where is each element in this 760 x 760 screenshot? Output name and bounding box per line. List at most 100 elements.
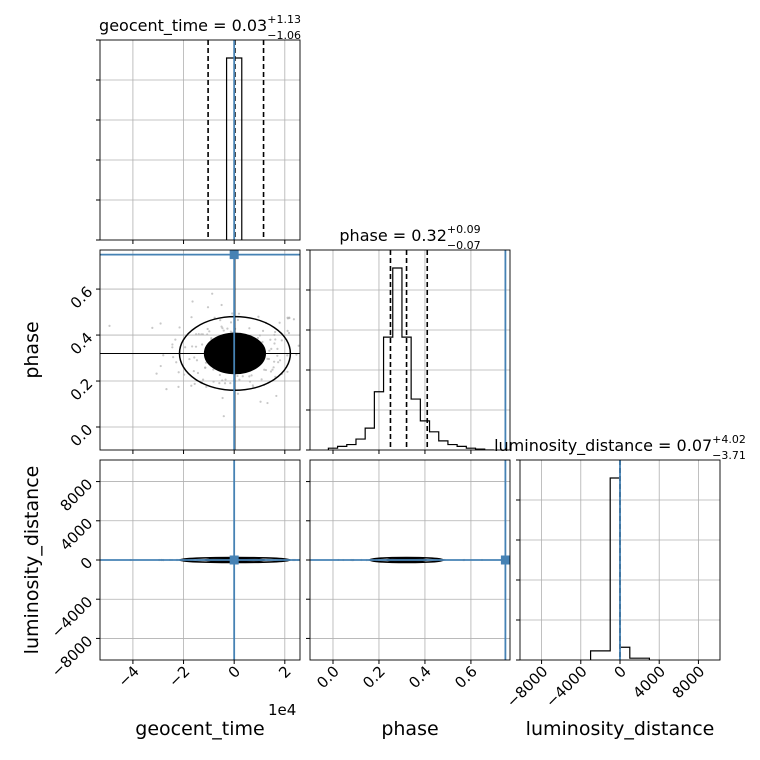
truth-marker: [500, 555, 510, 565]
sample-point: [257, 315, 260, 318]
sample-point: [274, 330, 277, 334]
sample-point: [259, 400, 262, 403]
sample-point: [269, 370, 273, 373]
x-tick-label: 0: [610, 662, 629, 681]
samples-geocent_time-vs-phase: [100, 250, 304, 450]
sample-point: [276, 347, 279, 350]
truth-marker: [229, 250, 239, 260]
sample-point: [219, 319, 222, 322]
sample-point: [151, 326, 154, 329]
sample-point: [275, 394, 278, 398]
sample-point: [278, 321, 281, 324]
sample-point: [220, 303, 223, 307]
sample-point: [286, 354, 289, 357]
y-tick-label: 0.2: [67, 375, 97, 405]
y-tick-labels-phase: 0.0 0.2 0.4 0.6: [67, 283, 97, 451]
x-tick-label: 8000: [669, 662, 709, 702]
panel-geocent_time-hist: geocent_time = 0.03+1.13 −1.06: [96, 13, 301, 244]
sample-point: [301, 559, 303, 561]
y-tick-label: 8000: [57, 475, 97, 515]
title-minus: −3.71: [712, 449, 746, 462]
x-tick-label: 0.6: [451, 662, 481, 692]
histogram-phase: [327, 267, 494, 450]
panel-frame: [309, 249, 511, 451]
x-tick-label: −4000: [542, 662, 591, 711]
sample-point: [266, 401, 269, 405]
sample-point: [188, 357, 191, 361]
sample-point: [229, 382, 232, 385]
y-tick-label: 0.4: [67, 329, 97, 359]
sample-point: [200, 333, 203, 336]
sample-point: [229, 321, 233, 324]
sample-point: [177, 371, 180, 374]
sample-point: [218, 373, 221, 377]
sample-point: [193, 382, 196, 385]
sample-point: [272, 366, 275, 369]
sample-point: [287, 331, 291, 335]
sample-point: [205, 385, 208, 388]
x-axis-label-luminosity_distance: luminosity_distance: [526, 718, 715, 740]
x-tick-label: 2: [275, 662, 294, 681]
sample-point: [276, 354, 279, 357]
sample-point: [237, 312, 241, 315]
sample-point: [274, 375, 277, 378]
panel-geocent_time-vs-luminosity_distance: [96, 459, 303, 664]
y-tick-label: 0.0: [67, 421, 97, 451]
x-axis-label-geocent_time: geocent_time: [135, 718, 264, 740]
sample-point: [204, 366, 207, 369]
sample-point: [192, 369, 195, 373]
sample-point: [206, 306, 210, 309]
sample-point: [263, 368, 266, 371]
sample-point: [251, 384, 254, 387]
y-tick-label: −8000: [48, 632, 97, 681]
sample-point: [171, 346, 174, 349]
sample-point: [196, 371, 200, 375]
sample-point: [159, 364, 162, 368]
title-value: 0.32: [411, 226, 447, 245]
sample-point: [273, 342, 276, 345]
panel-phase-vs-luminosity_distance: [306, 459, 511, 664]
sample-point: [190, 316, 193, 319]
sample-point: [201, 333, 204, 336]
sample-point: [292, 318, 295, 321]
sample-point: [182, 373, 186, 376]
title-minus: −0.07: [447, 239, 481, 252]
sample-point: [286, 370, 289, 373]
y-tick-label: 4000: [57, 514, 97, 554]
title-plus: +4.02: [712, 433, 746, 446]
sample-point: [212, 380, 215, 383]
sample-point: [236, 318, 240, 322]
sample-point: [220, 325, 223, 328]
sample-point: [194, 345, 198, 348]
sample-point: [264, 368, 268, 372]
panel-phase-hist: phase = 0.32+0.09 −0.07: [306, 223, 511, 454]
sample-point: [271, 368, 274, 371]
sample-point: [267, 357, 271, 361]
sample-point: [302, 358, 304, 360]
title-plus: +1.13: [267, 13, 301, 26]
sample-point: [236, 374, 239, 378]
sample-point: [241, 375, 244, 378]
sample-point: [194, 333, 198, 336]
sample-point: [261, 340, 264, 344]
sample-point: [159, 322, 162, 325]
sample-point: [238, 378, 241, 381]
sample-point: [222, 415, 225, 418]
sample-point: [175, 361, 178, 364]
sample-point: [193, 356, 196, 359]
panel-frame: [99, 39, 301, 241]
x-tick-label: −2: [165, 662, 193, 690]
x-tick-label: 0.0: [313, 662, 343, 692]
sample-point: [221, 379, 224, 382]
sample-point: [277, 361, 280, 364]
x-tick-label: 4000: [629, 662, 669, 702]
sample-point: [190, 384, 193, 387]
sample-point: [212, 368, 215, 371]
sample-point: [184, 346, 187, 349]
sample-point: [286, 316, 289, 319]
sample-point: [195, 359, 199, 362]
sample-point: [165, 388, 168, 391]
sample-point: [226, 327, 229, 330]
